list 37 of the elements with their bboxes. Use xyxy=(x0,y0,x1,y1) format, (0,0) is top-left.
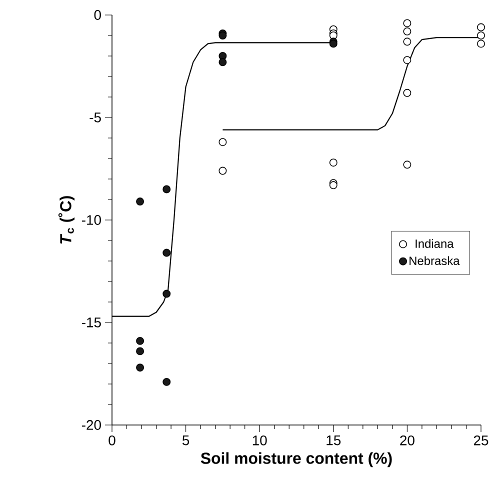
point xyxy=(477,32,485,40)
point xyxy=(136,198,144,206)
point xyxy=(403,38,412,46)
x-tick-label: 5 xyxy=(182,435,190,446)
x-tick-label: 25 xyxy=(474,435,488,446)
legend-label: Indiana xyxy=(416,239,454,248)
point xyxy=(136,347,144,356)
point xyxy=(136,336,144,345)
point xyxy=(162,290,171,298)
point xyxy=(403,27,412,36)
point xyxy=(218,138,227,146)
point xyxy=(403,88,412,97)
y-tick-label: -15 xyxy=(82,318,101,328)
point xyxy=(162,185,171,194)
point xyxy=(477,40,485,48)
x-tick-label: 20 xyxy=(400,435,414,446)
x-tick-label: 15 xyxy=(326,435,341,446)
point xyxy=(218,32,227,40)
y-tick-label: 0 xyxy=(94,10,101,20)
point xyxy=(162,248,171,257)
y-tick-label: -10 xyxy=(82,215,101,225)
y-tick-label: -5 xyxy=(90,112,101,122)
point xyxy=(477,23,485,32)
x-tick-label: 10 xyxy=(252,435,267,446)
y-tick-label: -20 xyxy=(82,420,101,430)
x-axis-title: Soil moisture content (%) xyxy=(200,452,392,468)
point xyxy=(162,378,171,386)
point xyxy=(403,160,412,169)
point xyxy=(329,158,338,167)
point xyxy=(403,19,412,28)
y-axis-title: T$_{c}$ (˚C) xyxy=(58,196,75,244)
point xyxy=(403,56,412,64)
point xyxy=(136,364,144,372)
legend-label: Nebraska xyxy=(410,256,460,266)
x-tick-label: 0 xyxy=(108,435,116,446)
point xyxy=(218,58,227,66)
point xyxy=(218,166,227,175)
